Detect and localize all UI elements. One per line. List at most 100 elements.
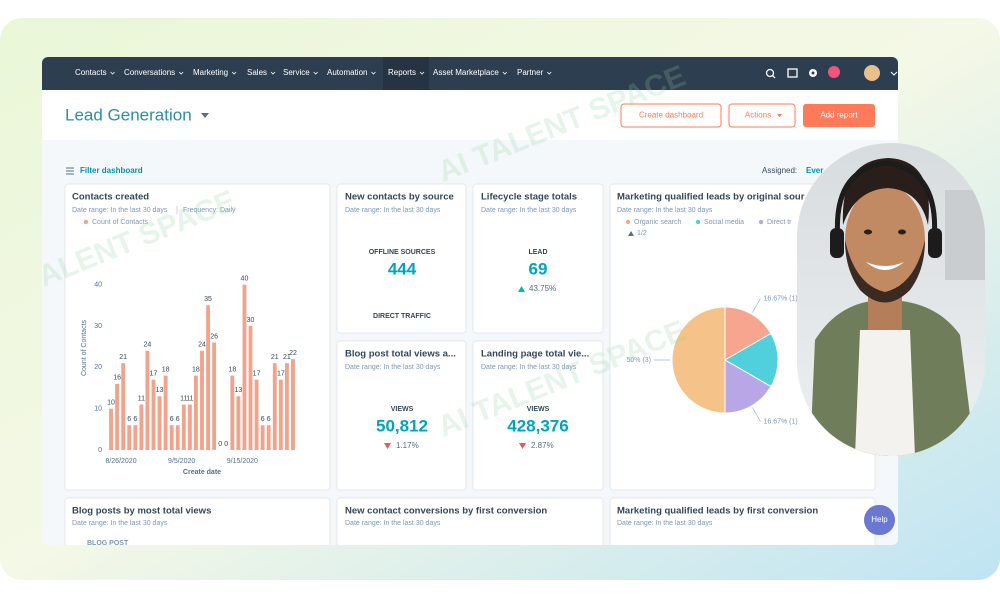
dashboard-title[interactable]: Lead Generation	[65, 105, 192, 124]
value-label: 21	[119, 354, 127, 361]
title-caret[interactable]	[201, 113, 209, 118]
nav-item[interactable]: Contacts	[75, 68, 107, 77]
create-dashboard-button[interactable]	[620, 103, 722, 128]
card-subtitle: Date range: In the last 30 days	[345, 364, 441, 371]
nav-bar	[42, 57, 898, 90]
y-tick-label: 10	[94, 406, 102, 413]
card-subtitle: Date range: In the last 30 days	[481, 207, 577, 214]
pie-slice	[724, 306, 772, 361]
button-label: Actions	[745, 111, 771, 120]
bar	[272, 363, 277, 450]
screen: Contacts Conversations Marketing Sales Servi…	[42, 57, 898, 545]
search-icon-handle	[772, 75, 776, 79]
bar	[236, 396, 241, 450]
marketplace-icon[interactable]	[787, 68, 798, 78]
filter-link[interactable]: Filter dashboard	[80, 166, 143, 175]
nav-item[interactable]: Marketing	[193, 68, 228, 77]
value-label: 17	[277, 371, 285, 378]
bar	[278, 379, 283, 450]
bar	[157, 396, 162, 450]
value-label: 6	[176, 416, 180, 423]
bar	[151, 379, 156, 450]
up-arrow	[518, 286, 525, 292]
legend-label: Organic search	[634, 219, 682, 226]
headphone-cup	[830, 228, 844, 258]
bar	[127, 425, 132, 450]
bar	[284, 363, 289, 450]
eye	[864, 229, 872, 235]
legend-pager-arrow[interactable]	[628, 231, 634, 236]
bar	[175, 425, 180, 450]
nav-caret	[546, 71, 552, 75]
card	[64, 183, 331, 491]
notifications-icon[interactable]	[828, 66, 840, 78]
card	[336, 497, 604, 545]
kpi-label: VIEWS	[391, 406, 414, 413]
bar	[291, 359, 295, 450]
nav-caret	[270, 71, 276, 75]
legend-label: Social media	[704, 219, 744, 226]
bar	[193, 375, 198, 450]
value-label: 24	[144, 342, 152, 349]
add-report-button[interactable]	[803, 104, 875, 127]
y-tick-label: 0	[98, 447, 102, 454]
nav-item[interactable]: Conversations	[124, 68, 175, 77]
card-title: Contacts created	[72, 192, 149, 203]
nav-item[interactable]: Partner	[517, 68, 544, 77]
legend-pager: 1/2	[637, 230, 647, 237]
help-button[interactable]	[864, 505, 895, 535]
bar	[260, 425, 265, 450]
kpi-change: 43.75%	[529, 284, 556, 293]
card-subtitle: Date range: In the last 30 days	[617, 207, 713, 214]
value-label: 18	[162, 366, 170, 373]
y-tick-label: 40	[94, 282, 102, 289]
pie-chart: 16.67% (1) 16.67% (1) 50% (3) Organic searc…	[625, 219, 798, 425]
bar	[254, 379, 259, 450]
button-label: Add report	[820, 111, 858, 120]
value-label: 11	[138, 395, 145, 402]
nav-item[interactable]: Automation	[327, 68, 367, 77]
value-label: 30	[247, 317, 255, 324]
kpi-label: LEAD	[528, 249, 547, 256]
nav-item[interactable]: Sales	[247, 68, 267, 77]
card-title: Lifecycle stage totals	[481, 192, 577, 203]
search-icon[interactable]	[765, 68, 775, 78]
kpi-value: 444	[388, 259, 417, 278]
x-axis-label: Create date	[183, 469, 221, 476]
value-label: 18	[192, 366, 200, 373]
assigned-value[interactable]: Ever	[806, 166, 823, 175]
bar	[230, 375, 235, 450]
value-label: 17	[150, 371, 158, 378]
bar	[242, 284, 247, 450]
value-label: 10	[107, 400, 115, 407]
x-tick-label: 9/15/2020	[227, 458, 258, 465]
card-subtitle: Date range: In the last 30 days	[345, 207, 441, 214]
nav-caret	[502, 71, 508, 75]
nav-items: Contacts Conversations Marketing Sales Servi…	[75, 68, 552, 77]
legend-swatch	[758, 219, 764, 225]
value-label: 6	[261, 416, 265, 423]
actions-button[interactable]	[728, 103, 796, 128]
value-label: 6	[267, 416, 271, 423]
value-label: 22	[289, 350, 297, 357]
nav-caret	[178, 71, 184, 75]
bar	[200, 350, 204, 450]
card-title: New contacts by source	[345, 192, 454, 203]
nav-item[interactable]: Service	[283, 68, 310, 77]
nav-item[interactable]: Asset Marketplace	[433, 68, 499, 77]
kpi-label: OFFLINE SOURCES	[369, 249, 436, 256]
card-title: Landing page total vie...	[481, 349, 589, 360]
value-label: 16.67% (1)	[764, 418, 798, 425]
card	[336, 183, 467, 334]
kpi-label: VIEWS	[527, 406, 550, 413]
card	[64, 497, 331, 545]
eye	[898, 229, 906, 235]
settings-icon-hole	[811, 71, 815, 75]
nav-item[interactable]: Reports	[388, 68, 416, 77]
avatar[interactable]	[864, 65, 880, 81]
t-shirt	[855, 330, 915, 456]
value-label: 24	[198, 342, 206, 349]
headphone-cup	[928, 228, 942, 258]
card-subtitle: Date range: In the last 30 days	[617, 520, 713, 527]
nav-caret	[371, 71, 376, 75]
